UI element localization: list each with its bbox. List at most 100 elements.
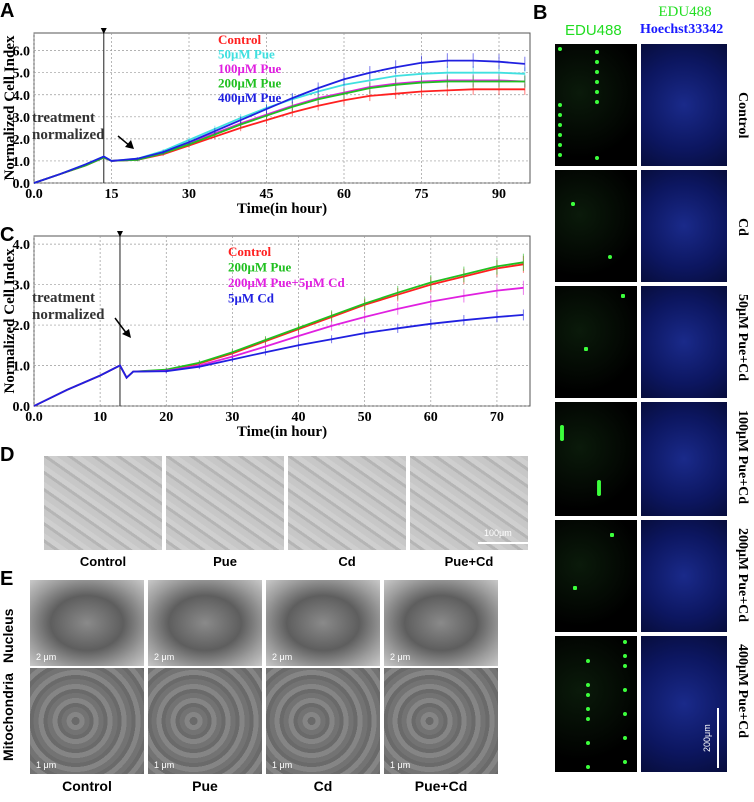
edu-nucleus [623, 688, 627, 692]
x-tick-label: 0.0 [25, 410, 43, 425]
edu-nucleus [558, 133, 562, 137]
merge-image [641, 286, 727, 398]
nucleus-em-image: 2 μm [384, 580, 498, 666]
scale-label-b: 200μm [702, 724, 712, 752]
edu-nucleus [558, 123, 562, 127]
edu-nucleus [560, 425, 564, 429]
edu-nucleus [621, 294, 625, 298]
edu-image [555, 636, 637, 772]
annotation-label: treatment [32, 290, 95, 306]
edu-nucleus [586, 693, 590, 697]
merge-image [641, 44, 727, 166]
edu-nucleus [595, 156, 599, 160]
edu-nucleus [558, 143, 562, 147]
condition-label: Control [735, 92, 750, 139]
edu-nucleus [597, 486, 601, 490]
merge-image [641, 636, 727, 772]
nucleus-em-image: 2 μm [148, 580, 262, 666]
x-tick-label: 45 [260, 187, 274, 202]
y-tick-label: 0.0 [13, 400, 31, 415]
edu-nucleus [560, 431, 564, 435]
edu-nucleus [597, 482, 601, 486]
y-axis-label: Normalized Cell Index [2, 248, 18, 393]
edu-nucleus [595, 60, 599, 64]
edu-nucleus [595, 70, 599, 74]
panel-letter-a: A [0, 0, 15, 22]
em-scale-label: 2 μm [272, 652, 293, 662]
legend-entry: 200μM Pue [218, 76, 282, 91]
y-tick-label: 6.0 [13, 45, 31, 60]
edu-nucleus [623, 640, 627, 644]
panel-d-label: Control [79, 554, 127, 569]
edu-image [555, 520, 637, 632]
merge-header-bottom: Hoechst33342 [640, 22, 724, 37]
em-scale-label: 2 μm [154, 652, 175, 662]
edu-nucleus [560, 427, 564, 431]
merge-image [641, 402, 727, 516]
panel-e-label: Pue+Cd [414, 778, 468, 794]
annotation-label: treatment [32, 110, 95, 126]
chart-c: 0.0 10 20 30 40 50 60 70 0.0 1.0 2.0 3.0 4.0 Time(in … [2, 231, 531, 440]
edu-nucleus [573, 586, 577, 590]
edu-nucleus [560, 429, 564, 433]
scale-label-d: 100μm [484, 528, 512, 538]
annotation-label: normalized [32, 127, 105, 143]
panel-d-label: Cd [338, 554, 356, 569]
legend-entry: 5μM Cd [228, 291, 275, 306]
panel-e-label: Cd [313, 778, 333, 794]
edu-nucleus [595, 90, 599, 94]
y-tick-label: 1.0 [13, 155, 31, 170]
edu-nucleus [586, 683, 590, 687]
edu-image [555, 286, 637, 398]
em-scale-label: 2 μm [36, 652, 57, 662]
edu-nucleus [586, 659, 590, 663]
treatment-marker [100, 28, 107, 34]
nucleus-em-image: 2 μm [30, 580, 144, 666]
brightfield-image [44, 456, 162, 550]
x-tick-label: 30 [225, 410, 239, 425]
y-tick-label: 1.0 [13, 360, 31, 375]
panel-letter-b: B [533, 2, 548, 24]
edu-nucleus [584, 347, 588, 351]
merge-image [641, 520, 727, 632]
em-scale-label: 1 μm [36, 760, 57, 770]
y-axis-label: Normalized Cell Index [2, 35, 18, 180]
edu-nucleus [623, 760, 627, 764]
panel-d-label: Pue [213, 554, 237, 569]
edu-nucleus [586, 707, 590, 711]
legend-entry: Control [218, 32, 261, 47]
edu-nucleus [586, 765, 590, 769]
series-line [33, 59, 525, 184]
annotation-arrowhead [125, 140, 134, 149]
nucleus-em-image: 2 μm [266, 580, 380, 666]
x-tick-label: 75 [415, 187, 429, 202]
series-3 [33, 309, 524, 407]
y-tick-label: 5.0 [13, 67, 31, 82]
merge-image [641, 170, 727, 282]
em-scale-label: 1 μm [272, 760, 293, 770]
scale-bar-b [717, 708, 719, 768]
mitochondria-em-image: 1 μm [30, 668, 144, 774]
x-tick-label: 10 [93, 410, 107, 425]
edu-nucleus [623, 664, 627, 668]
legend-entry: Control [228, 244, 271, 259]
legend-entry: 50μM Pue [218, 47, 275, 62]
y-tick-label: 0.0 [13, 177, 31, 192]
x-tick-label: 60 [424, 410, 438, 425]
edu-nucleus [560, 433, 564, 437]
edu-nucleus [597, 484, 601, 488]
legend-entry: 100μM Pue [218, 61, 282, 76]
edu-nucleus [595, 80, 599, 84]
edu-nucleus [597, 480, 601, 484]
brightfield-image [166, 456, 284, 550]
edu-nucleus [623, 712, 627, 716]
edu-nucleus [586, 717, 590, 721]
edu-nucleus [595, 100, 599, 104]
edu-nucleus [623, 736, 627, 740]
legend-entry: 200μM Pue+5μM Cd [228, 275, 346, 290]
series-4 [33, 53, 526, 184]
condition-label: 100μM Pue+Cd [735, 410, 750, 505]
x-tick-label: 60 [337, 187, 351, 202]
y-tick-label: 3.0 [13, 111, 31, 126]
